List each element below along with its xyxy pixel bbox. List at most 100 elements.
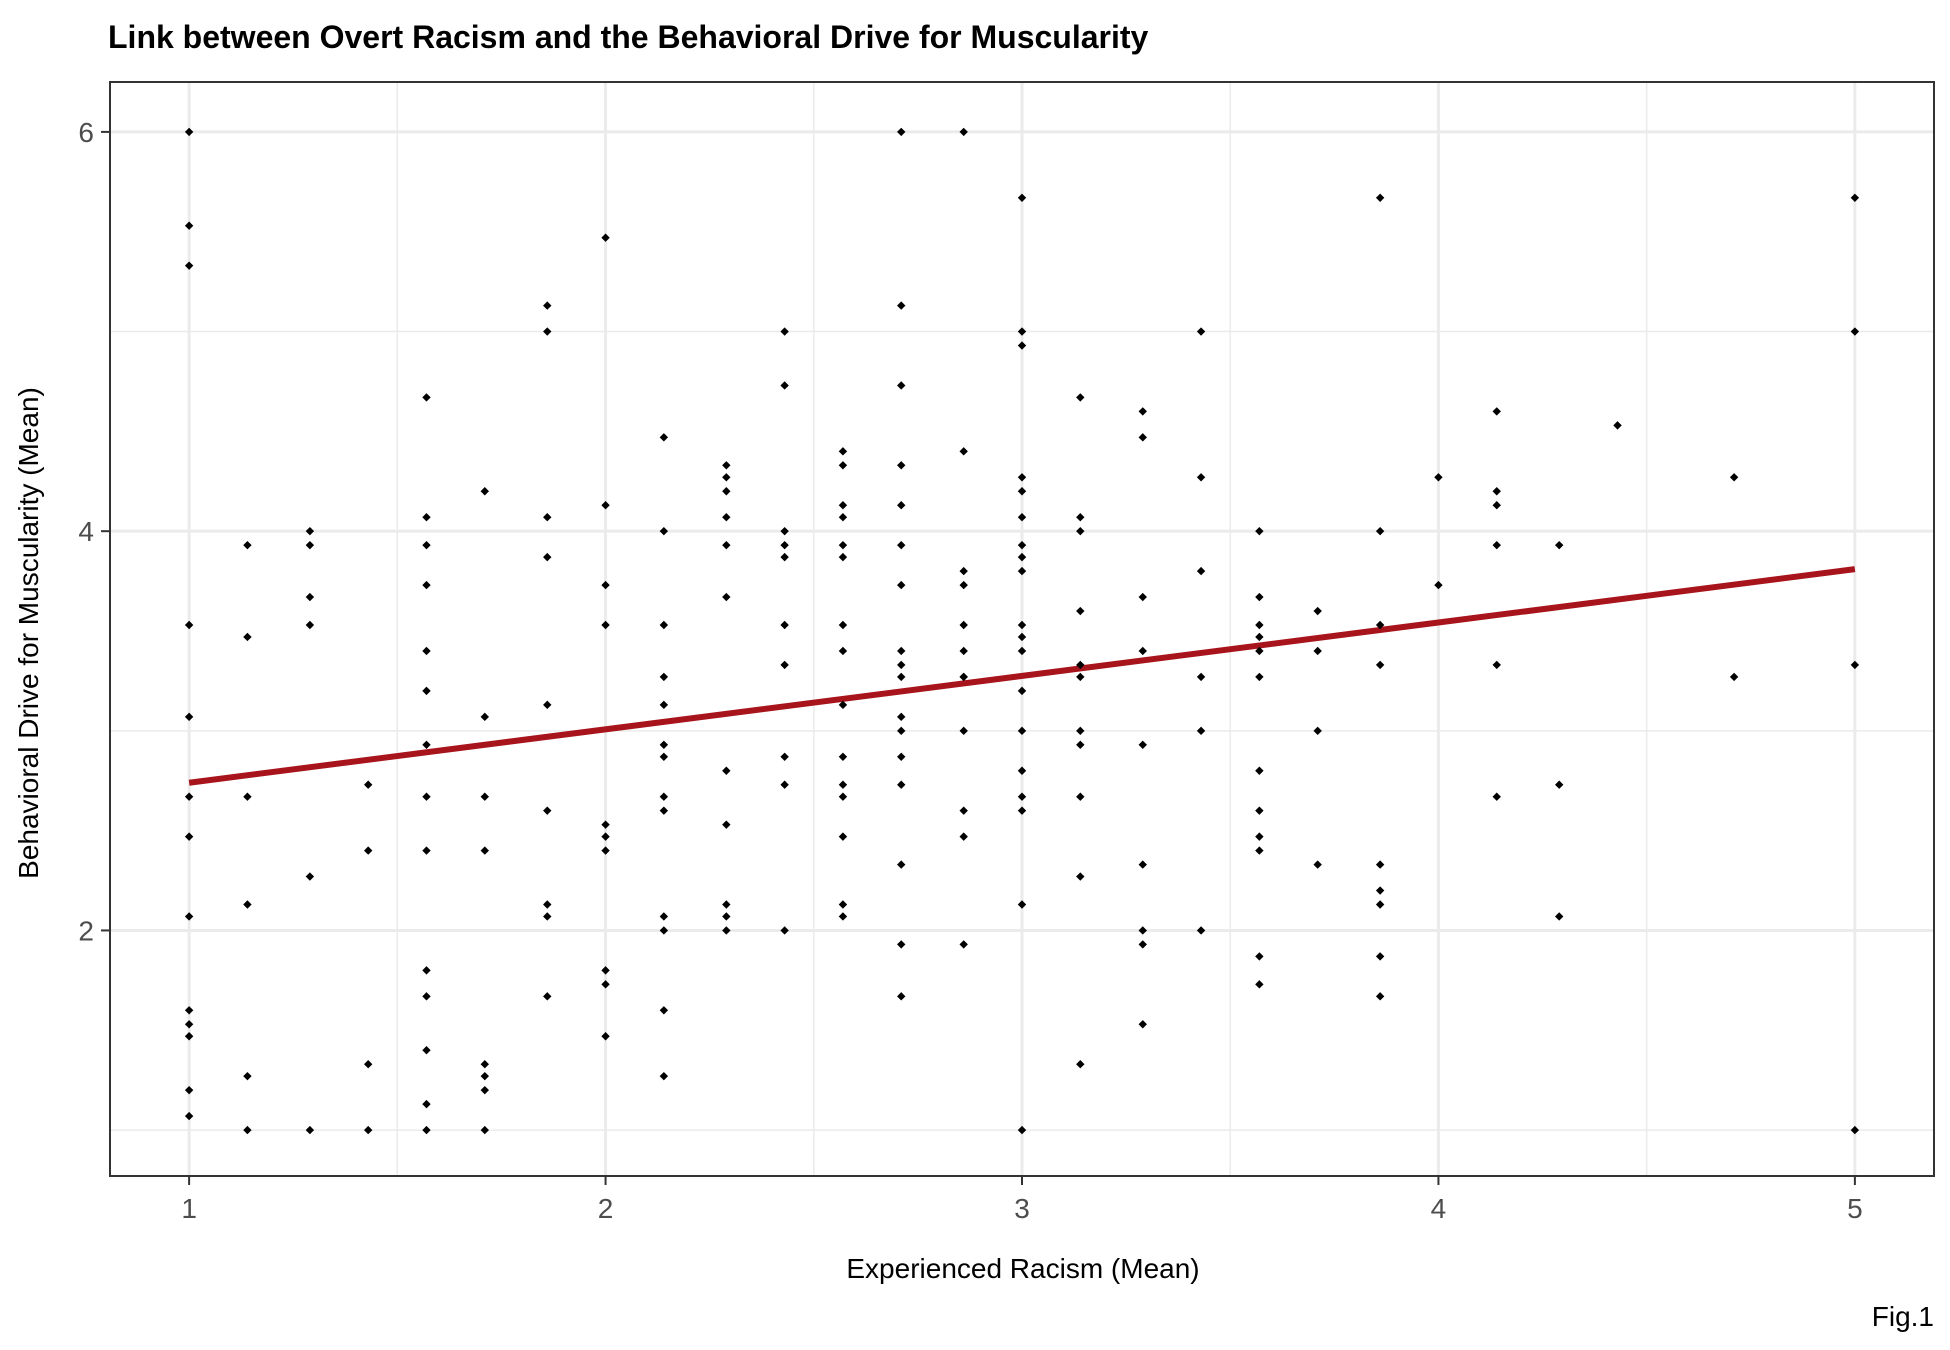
- data-point: [184, 1032, 194, 1041]
- figure-caption: Fig.1: [1872, 1301, 1934, 1332]
- data-point: [897, 540, 906, 550]
- data-point: [601, 966, 610, 975]
- data-point: [897, 940, 906, 949]
- data-point: [838, 900, 848, 909]
- data-point: [305, 592, 315, 602]
- data-point: [243, 1071, 252, 1081]
- data-point: [601, 620, 610, 630]
- data-point: [780, 552, 789, 562]
- data-point: [1255, 672, 1264, 682]
- data-point: [1196, 726, 1206, 736]
- data-point: [959, 447, 968, 456]
- data-point: [722, 540, 731, 550]
- data-point: [722, 912, 731, 921]
- chart-title: Link between Overt Racism and the Behavi…: [108, 19, 1149, 55]
- data-point: [422, 1125, 431, 1135]
- data-point: [897, 646, 906, 656]
- data-point: [897, 780, 906, 789]
- data-point: [363, 780, 373, 789]
- data-point: [659, 1006, 669, 1015]
- data-point: [897, 752, 906, 761]
- data-point: [659, 752, 669, 761]
- data-point: [543, 700, 552, 710]
- data-point: [1017, 726, 1027, 736]
- data-point: [543, 912, 552, 921]
- data-point: [659, 526, 669, 536]
- data-point: [959, 127, 968, 137]
- data-point: [780, 540, 789, 550]
- data-point: [363, 846, 373, 855]
- data-point: [1138, 646, 1147, 656]
- data-point: [959, 646, 968, 656]
- data-point: [1313, 646, 1322, 656]
- x-tick-label: 2: [598, 1193, 614, 1224]
- data-point: [780, 660, 789, 670]
- data-point: [480, 1085, 489, 1095]
- data-point: [1375, 193, 1385, 202]
- data-point: [243, 540, 252, 550]
- data-point: [1313, 726, 1322, 736]
- data-point: [897, 501, 906, 510]
- data-point: [722, 461, 731, 470]
- y-axis-title: Behavioral Drive for Muscularity (Mean): [13, 387, 44, 879]
- data-point: [184, 221, 194, 230]
- data-point: [1138, 1020, 1147, 1029]
- data-point: [1017, 473, 1027, 482]
- data-point: [1138, 433, 1147, 442]
- data-point: [1850, 193, 1860, 202]
- data-point: [838, 447, 848, 456]
- data-point: [659, 700, 669, 710]
- data-point: [780, 752, 789, 761]
- data-point: [722, 900, 731, 909]
- data-point: [897, 712, 906, 722]
- data-point: [243, 1125, 252, 1135]
- data-point: [1255, 980, 1264, 989]
- data-point: [1017, 566, 1027, 576]
- data-point: [1017, 540, 1027, 550]
- data-point: [838, 540, 848, 550]
- data-point: [422, 846, 431, 855]
- data-point: [1017, 341, 1027, 350]
- data-point: [363, 1060, 373, 1069]
- data-point: [897, 672, 906, 682]
- data-point: [1434, 473, 1443, 482]
- x-tick-label: 1: [181, 1193, 197, 1224]
- data-point: [184, 912, 194, 921]
- data-point: [959, 940, 968, 949]
- data-point: [959, 806, 968, 815]
- data-point: [1555, 912, 1564, 921]
- data-point: [897, 461, 906, 470]
- data-point: [422, 686, 431, 696]
- data-point: [422, 580, 431, 590]
- data-point: [184, 620, 194, 630]
- data-point: [305, 1125, 315, 1135]
- data-point: [897, 580, 906, 590]
- data-point: [722, 473, 731, 482]
- data-point: [1076, 872, 1085, 881]
- data-point: [1313, 606, 1322, 616]
- data-point: [1255, 952, 1264, 961]
- data-point: [838, 832, 848, 841]
- trend-line: [188, 566, 1856, 786]
- data-point: [897, 381, 906, 390]
- data-point: [543, 327, 552, 336]
- data-point: [243, 632, 252, 642]
- data-point: [1255, 846, 1264, 855]
- x-tick-label: 4: [1431, 1193, 1447, 1224]
- data-point: [722, 592, 731, 602]
- data-point: [897, 127, 906, 137]
- data-point: [959, 672, 968, 682]
- data-point: [1017, 806, 1027, 815]
- data-point: [1375, 620, 1385, 630]
- data-point: [722, 766, 731, 775]
- data-point: [1375, 660, 1385, 670]
- data-point: [184, 1085, 194, 1095]
- data-point: [1017, 646, 1027, 656]
- data-point: [959, 620, 968, 630]
- data-point: [780, 526, 789, 536]
- data-point: [1255, 526, 1264, 536]
- data-point: [659, 433, 669, 442]
- data-point: [838, 620, 848, 630]
- x-tick-label: 5: [1847, 1193, 1863, 1224]
